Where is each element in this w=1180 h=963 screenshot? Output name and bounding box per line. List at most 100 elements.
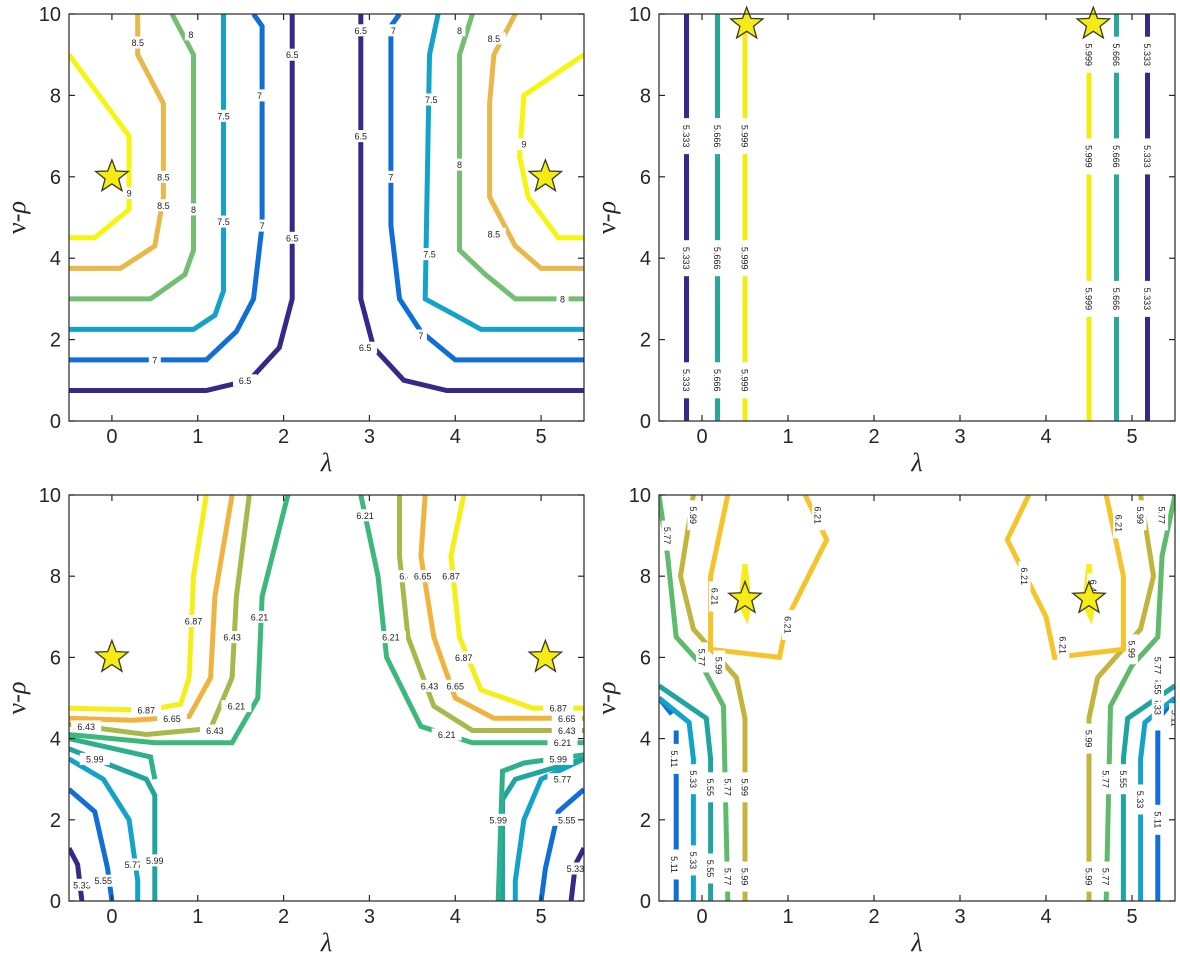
contour-label-6.5: 6.5: [286, 233, 299, 243]
contour-label-bg: [1134, 784, 1147, 815]
contour-label-group: 5.333: [1141, 36, 1154, 73]
contour-label-bg: [1126, 634, 1138, 665]
contour-label-8.5: 8.5: [488, 229, 501, 239]
contour-label-bg: [414, 679, 445, 692]
contour-label-5.77: 5.77: [662, 527, 672, 545]
contour-label-5.55: 5.55: [1118, 770, 1128, 788]
contour-label-5.11: 5.11: [669, 750, 679, 767]
contour-lines: 5.335.335.555.555.775.775.995.995.995.99…: [69, 495, 585, 901]
y-axis-title: ν-ρ: [592, 201, 621, 234]
contour-label-5.55: 5.55: [95, 876, 113, 886]
contour-label-5.33: 5.33: [1135, 791, 1145, 809]
x-tick-label: 1: [192, 906, 203, 928]
contour-panel-4: 5.11 5.11 5.11 5.11 5.33 5.33 5.33 5.33 5.55 5.55…: [592, 485, 1176, 957]
contour-label-bg: [157, 712, 187, 725]
contour-label-bg: [436, 570, 466, 583]
contour-label-group: 7: [148, 353, 161, 366]
contour-label-bg: [139, 854, 170, 867]
contour-label-5.999: 5.999: [740, 247, 750, 270]
contour-label-bg: [687, 845, 700, 876]
contour-label-bg: [280, 231, 305, 244]
contour-label-5.666: 5.666: [1111, 288, 1121, 311]
optimum-star-marker: [1071, 579, 1107, 614]
contour-label-bg: [1083, 138, 1095, 175]
contour-label-6.65: 6.65: [558, 714, 576, 724]
contour-label-group: 6.43: [414, 679, 445, 692]
contour-label-5.33: 5.33: [1152, 697, 1162, 715]
contour-label-group: 8: [556, 292, 569, 305]
contour-label-5.77: 5.77: [722, 868, 732, 886]
contour-label-bg: [687, 500, 700, 531]
contour-label-6.43: 6.43: [421, 681, 439, 691]
contour-label-bg: [217, 631, 248, 644]
contour-label-5.666: 5.666: [1111, 43, 1121, 66]
contour-label-7: 7: [257, 91, 262, 101]
contour-label-group: 5.666: [1110, 138, 1123, 175]
optimum-star-marker: [1075, 5, 1112, 40]
x-axis-title: λ: [910, 448, 922, 477]
contour-label-bg: [199, 724, 230, 737]
contour-label-bg: [1110, 138, 1123, 175]
contour-label-group: 6.21: [375, 631, 406, 644]
contour-label-bg: [184, 28, 197, 41]
contour-panel-2: 5.333 5.333 5.333 5.333 5.333 5.333 5.666 5.666…: [592, 4, 1176, 477]
y-tick-label: 0: [50, 891, 61, 913]
contour-label-bg: [453, 158, 466, 171]
contour-label-bg: [233, 374, 257, 387]
contour-label-8.5: 8.5: [157, 201, 170, 211]
contour-label-bg: [560, 862, 584, 875]
contour-label-group: 5.999: [739, 362, 751, 399]
contour-label-6.21: 6.21: [356, 511, 374, 521]
axes-frame: [658, 494, 1176, 902]
contour-label-9: 9: [521, 140, 526, 150]
contour-label-group: 8: [453, 24, 466, 37]
contour-label-6.43: 6.43: [206, 726, 224, 736]
contour-label-6.43: 6.43: [1088, 580, 1098, 598]
contour-label-group: 5.999: [1083, 36, 1095, 73]
contour-label-group: 6.5: [280, 231, 305, 244]
contour-label-7: 7: [260, 221, 265, 231]
contour-label-6.21: 6.21: [1058, 636, 1068, 654]
contour-label-group: 5.33: [687, 845, 700, 876]
contour-label-group: 6.21: [350, 509, 381, 522]
contour-label-bg: [1151, 804, 1164, 835]
contour-label-bg: [739, 861, 751, 892]
contour-line-9-1: [69, 53, 132, 241]
x-tick-label: 5: [1126, 906, 1137, 928]
y-tick-label: 8: [50, 85, 61, 107]
contour-label-5.333: 5.333: [1142, 145, 1152, 168]
optimum-star-marker: [93, 157, 130, 193]
contour-label-bg: [721, 861, 734, 892]
x-tick-label: 1: [192, 426, 203, 448]
contour-label-bg: [211, 109, 236, 122]
contour-label-5.333: 5.333: [1142, 288, 1152, 311]
contour-label-group: 6.43: [217, 631, 248, 644]
contour-label-5.99: 5.99: [1135, 507, 1145, 525]
contour-label-group: 8: [184, 28, 197, 41]
x-tick-label: 1: [782, 426, 793, 448]
contour-label-group: 6.21: [431, 728, 462, 741]
contour-line-6.43-2: [397, 495, 584, 733]
contour-label-5.666: 5.666: [712, 369, 722, 392]
contour-label-bg: [79, 752, 110, 765]
y-tick-label: 10: [629, 4, 651, 26]
contour-label-bg: [551, 724, 582, 737]
y-tick-label: 6: [50, 647, 61, 669]
contour-label-bg: [1141, 138, 1154, 175]
contour-line-5.55-2: [1120, 683, 1175, 901]
contour-label-5.33: 5.33: [567, 864, 585, 874]
contour-label-group: 6.65: [407, 570, 438, 583]
y-tick-label: 8: [640, 85, 651, 107]
contour-label-group: 9: [123, 187, 136, 200]
contour-label-group: 5.666: [1110, 36, 1123, 73]
contour-line-9-2: [517, 52, 584, 241]
contour-label-6.5: 6.5: [239, 376, 252, 386]
contour-label-bg: [483, 813, 514, 826]
contour-label-group: 7.5: [211, 109, 236, 122]
contour-label-group: 5.666: [711, 118, 724, 155]
contour-label-group: 8: [187, 203, 200, 216]
contour-label-7: 7: [152, 355, 157, 365]
contour-label-group: 5.99: [1126, 634, 1138, 665]
contour-label-8: 8: [188, 30, 193, 40]
